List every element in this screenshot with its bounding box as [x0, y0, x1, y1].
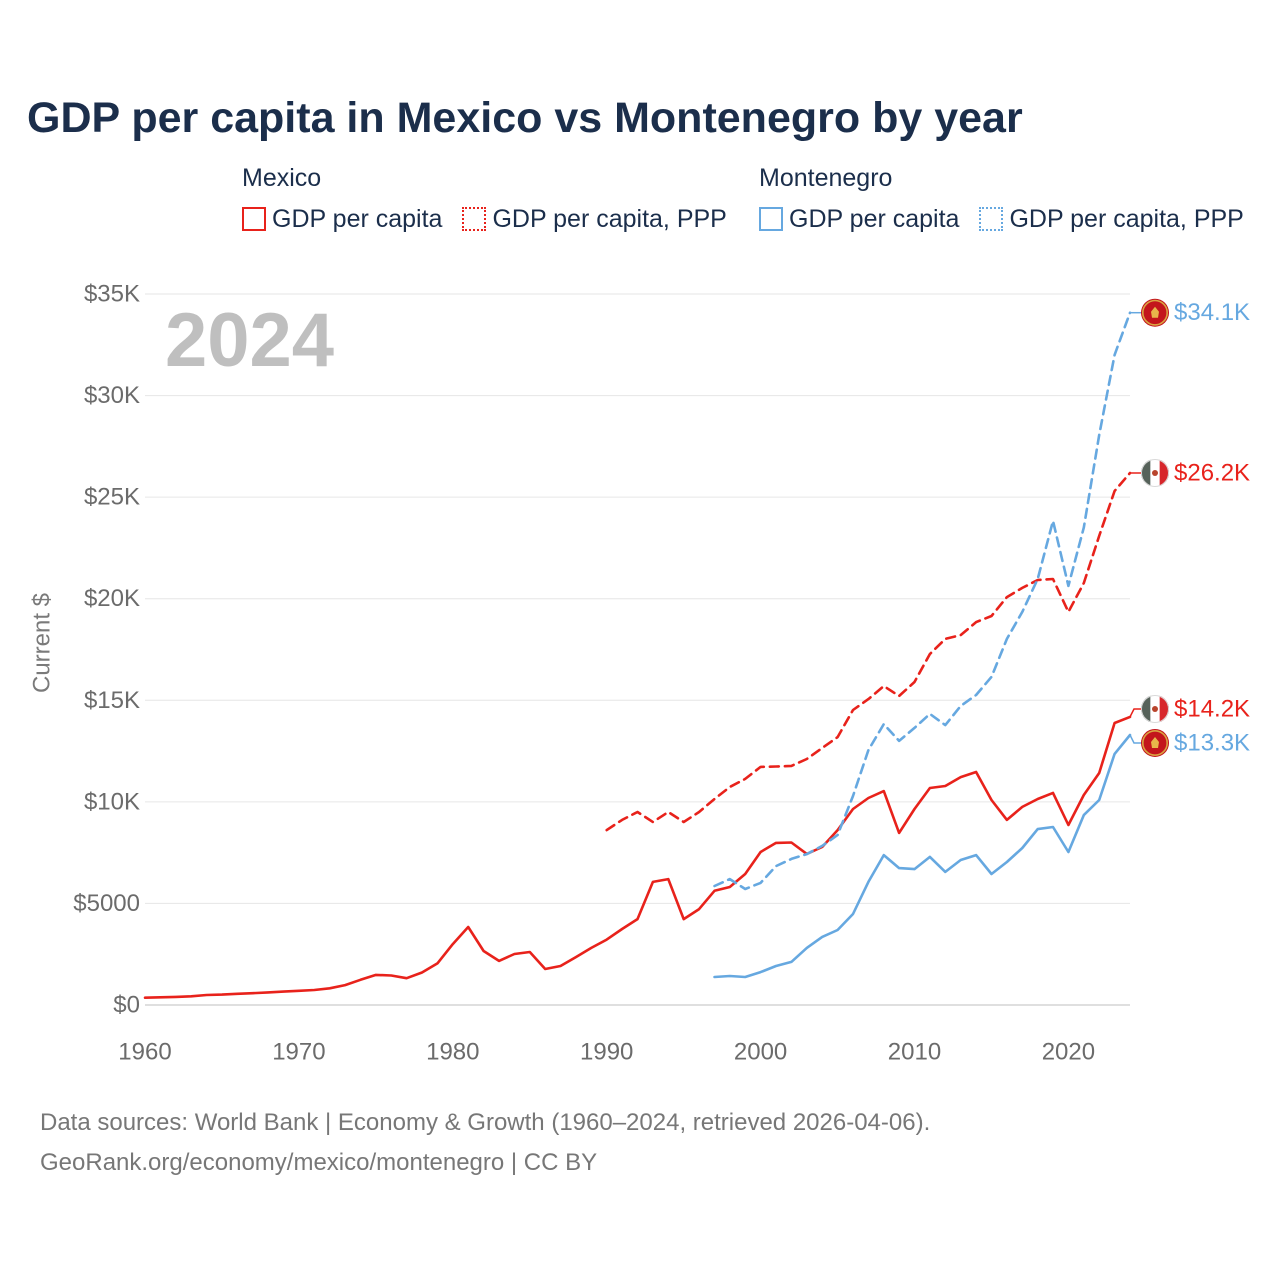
legend-row: GDP per capita GDP per capita, PPP — [759, 204, 1244, 234]
legend-group-montenegro: Montenegro GDP per capita GDP per capita… — [759, 163, 1244, 234]
footer: Data sources: World Bank | Economy & Gro… — [40, 1103, 930, 1183]
mexico-gdp-ppp-end-marker: $26.2K — [1130, 458, 1250, 487]
x-tick-label: 2000 — [734, 1039, 787, 1066]
y-tick-label: $10K — [84, 788, 140, 815]
legend-item-mexico-gdp: GDP per capita — [242, 204, 442, 234]
end-labels: $14.2K $26.2K $13.3K $34.1K — [1129, 298, 1250, 757]
mexico-gdp-end-marker: $14.2K — [1129, 694, 1250, 723]
end-value-label: $13.3K — [1174, 730, 1250, 757]
y-tick-label: $35K — [84, 281, 140, 308]
legend-swatch-dotted — [462, 207, 487, 231]
legend-group-mexico: Mexico GDP per capita GDP per capita, PP… — [242, 163, 727, 234]
y-axis: $0 $5000 $10K $15K $20K $25K $30K $35K — [73, 281, 140, 1019]
x-tick-label: 1960 — [118, 1039, 171, 1066]
end-value-label: $26.2K — [1174, 460, 1250, 487]
end-value-label: $14.2K — [1174, 696, 1250, 723]
legend-row: GDP per capita GDP per capita, PPP — [242, 204, 727, 234]
mexico-gdp-line — [143, 715, 1132, 999]
mexico-flag-icon — [1141, 694, 1170, 723]
y-tick-label: $20K — [84, 585, 140, 612]
end-value-label: $34.1K — [1174, 299, 1250, 326]
y-tick-label: $15K — [84, 687, 140, 714]
y-tick-label: $25K — [84, 484, 140, 511]
x-tick-label: 1970 — [272, 1039, 325, 1066]
x-tick-label: 1990 — [580, 1039, 633, 1066]
montenegro-gdp-ppp-line — [713, 311, 1132, 891]
x-tick-label: 2010 — [888, 1039, 941, 1066]
legend-group-title: Montenegro — [759, 164, 893, 192]
legend-item-label: GDP per capita — [272, 205, 443, 233]
end-connector — [1129, 708, 1142, 718]
legend-swatch-solid — [759, 207, 783, 231]
x-tick-label: 1980 — [426, 1039, 479, 1066]
y-axis-title: Current $ — [29, 593, 56, 693]
x-tick-label: 2020 — [1042, 1039, 1095, 1066]
data-source-note: Data sources: World Bank | Economy & Gro… — [40, 1109, 931, 1136]
series-lines — [143, 311, 1132, 999]
montenegro-gdp-end-marker: $13.3K — [1129, 728, 1250, 757]
mexico-flag-icon — [1141, 458, 1169, 487]
legend-swatch-dotted — [979, 207, 1004, 231]
year-watermark: 2024 — [165, 298, 334, 383]
montenegro-gdp-line — [713, 733, 1132, 979]
gridlines — [145, 293, 1130, 1006]
chart-title: GDP per capita in Mexico vs Montenegro b… — [27, 94, 1023, 142]
legend-item-label: GDP per capita, PPP — [1009, 205, 1244, 233]
y-tick-label: $30K — [84, 382, 140, 409]
end-connector — [1129, 734, 1142, 744]
y-tick-label: $5000 — [73, 890, 140, 917]
legend-group-title: Mexico — [242, 164, 322, 192]
legend-item-mexico-gdp-ppp: GDP per capita, PPP — [462, 204, 727, 234]
legend-item-label: GDP per capita — [789, 205, 960, 233]
legend-item-montenegro-gdp-ppp: GDP per capita, PPP — [979, 204, 1244, 234]
y-tick-label: $0 — [113, 992, 140, 1019]
credit-note: GeoRank.org/economy/mexico/montenegro | … — [40, 1149, 598, 1176]
legend-item-label: GDP per capita, PPP — [492, 205, 727, 233]
montenegro-gdp-ppp-end-marker: $34.1K — [1130, 298, 1250, 327]
legend-item-montenegro-gdp: GDP per capita — [759, 204, 959, 234]
mexico-gdp-ppp-line — [605, 471, 1132, 832]
montenegro-flag-icon — [1141, 728, 1169, 757]
x-axis: 1960 1970 1980 1990 2000 2010 2020 — [118, 1039, 1095, 1066]
montenegro-flag-icon — [1141, 298, 1169, 327]
legend-swatch-solid — [242, 207, 266, 231]
